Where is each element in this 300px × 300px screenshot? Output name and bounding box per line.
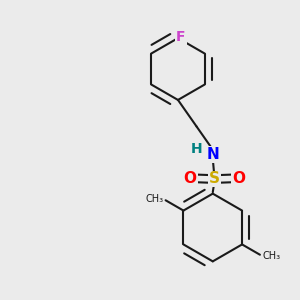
Text: CH₃: CH₃: [145, 194, 163, 204]
Text: O: O: [184, 171, 196, 186]
Text: S: S: [209, 171, 220, 186]
Text: CH₃: CH₃: [262, 250, 280, 261]
Text: F: F: [176, 30, 186, 44]
Text: H: H: [191, 142, 203, 157]
Text: N: N: [206, 147, 219, 162]
Text: O: O: [232, 171, 245, 186]
